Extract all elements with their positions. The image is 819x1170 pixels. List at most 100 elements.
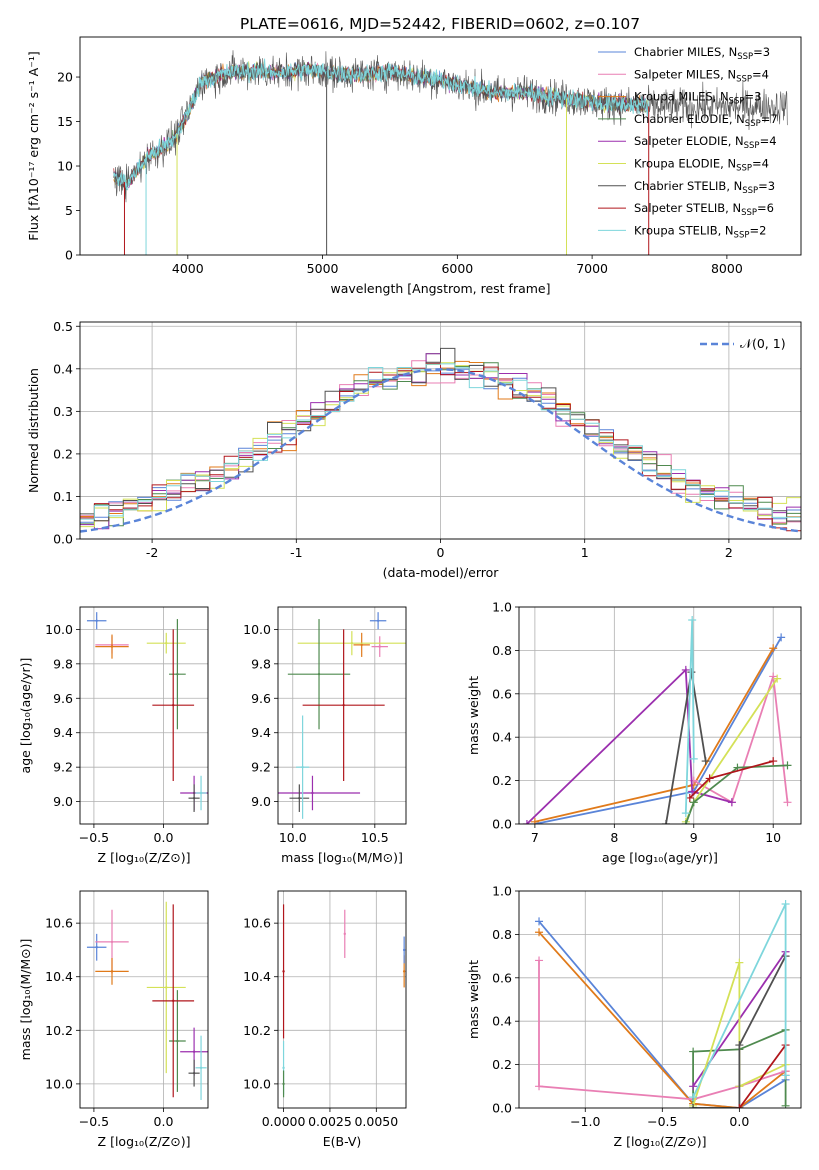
data-point bbox=[199, 1066, 203, 1070]
weight-series-line bbox=[693, 676, 789, 804]
y-tick-label: 0 bbox=[65, 248, 73, 263]
legend-entry: 𝒩(0, 1) bbox=[740, 336, 786, 351]
weight-marker bbox=[735, 1104, 744, 1108]
legend-tail: =4 bbox=[760, 134, 777, 148]
legend-subscript: SSP bbox=[741, 208, 757, 218]
y-tick-label: 0.4 bbox=[53, 361, 73, 376]
legend-label: Salpeter STELIB, N bbox=[634, 201, 741, 215]
y-tick-label: 9.6 bbox=[251, 691, 271, 706]
x-tick-label: -2 bbox=[146, 545, 158, 560]
x-tick-label: 0.0 bbox=[729, 1114, 749, 1129]
x-tick-label: −0.5 bbox=[647, 1114, 677, 1129]
plot-area bbox=[278, 612, 406, 819]
axes-frame bbox=[79, 890, 209, 1109]
y-tick-label: 0.6 bbox=[492, 970, 512, 985]
residuals-chart: -2 -1 0 1 2 0.0 0.1 0.2 0.3 0.4 0.5 (data-model)/er… bbox=[26, 319, 802, 580]
legend-subscript: SSP bbox=[745, 119, 761, 129]
weight-marker bbox=[735, 958, 744, 967]
observed-spectrum-line bbox=[113, 50, 788, 203]
x-tick-label: 6000 bbox=[441, 261, 473, 276]
legend-label: Kroupa STELIB, N bbox=[634, 223, 734, 237]
weight-marker bbox=[735, 1041, 744, 1050]
x-axis-label: wavelength [Angstrom, rest frame] bbox=[330, 281, 550, 296]
residual-histogram bbox=[80, 360, 801, 523]
x-tick-label: −1.0 bbox=[570, 1114, 600, 1129]
y-tick-label: 9.0 bbox=[251, 794, 271, 809]
x-tick-label: −0.5 bbox=[79, 830, 109, 845]
y-axis-label: Flux [fλ10⁻¹⁷ erg cm⁻² s⁻¹ A⁻¹] bbox=[26, 51, 41, 240]
y-tick-label: 10.0 bbox=[45, 1076, 73, 1091]
y-tick-label: 0.8 bbox=[492, 927, 512, 942]
legend-subscript: SSP bbox=[744, 141, 760, 151]
legend-subscript: SSP bbox=[734, 230, 750, 240]
y-axis-label: mass [log₁₀(M/M⊙)] bbox=[18, 939, 33, 1061]
y-tick-label: 10.0 bbox=[45, 622, 73, 637]
y-tick-label: 10.4 bbox=[45, 969, 73, 984]
axes-frame bbox=[79, 36, 802, 256]
x-axis-label: E(B-V) bbox=[323, 1134, 362, 1149]
weight-marker bbox=[535, 1082, 544, 1091]
data-point bbox=[311, 791, 314, 795]
weight-marker bbox=[681, 809, 690, 818]
mass-vs-Z-chart: −0.5 0.0 10.0 10.2 10.4 10.6 Z [log₁₀(Z/Z⊙)] ma… bbox=[18, 890, 209, 1149]
x-tick-label: 0.0 bbox=[154, 1114, 174, 1129]
y-tick-label: 10.0 bbox=[243, 622, 271, 637]
plot-area bbox=[113, 50, 788, 255]
legend-tail: =3 bbox=[758, 179, 775, 193]
legend-label: Salpeter ELODIE, N bbox=[634, 134, 744, 148]
y-tick-label: 0.1 bbox=[53, 489, 73, 504]
legend-tail: =4 bbox=[752, 67, 769, 81]
plot-area bbox=[282, 904, 406, 1098]
age-vs-mass-chart: 10.0 10.5 9.0 9.2 9.4 9.6 9.8 10.0 mass [log₁₀(M… bbox=[243, 606, 407, 865]
legend-entry: Kroupa MILES, NSSP=3 bbox=[634, 90, 761, 107]
x-tick-label: 10.0 bbox=[279, 830, 307, 845]
data-point bbox=[301, 765, 304, 769]
weight-vs-age-chart: 7 8 9 10 0.0 0.2 0.4 0.6 0.8 1.0 age [log₁₀(age/yr… bbox=[466, 600, 802, 865]
x-tick-label: 7 bbox=[531, 830, 539, 845]
y-tick-label: 0.8 bbox=[492, 643, 512, 658]
y-tick-label: 1.0 bbox=[492, 600, 512, 615]
weight-marker bbox=[783, 798, 792, 807]
y-tick-label: 10.4 bbox=[243, 969, 271, 984]
mass-vs-EBV-chart: 0.0000 0.0025 0.0050 10.0 10.2 10.4 10.6 E(B-V) bbox=[243, 890, 407, 1149]
legend-entry: Chabrier STELIB, NSSP=3 bbox=[634, 179, 775, 196]
y-tick-label: 0.3 bbox=[53, 404, 73, 419]
y-tick-label: 0.2 bbox=[492, 773, 512, 788]
data-point bbox=[378, 645, 381, 648]
weight-marker bbox=[705, 774, 714, 783]
weight-marker bbox=[769, 757, 778, 766]
legend-entry: Chabrier ELODIE, NSSP=7 bbox=[634, 112, 778, 129]
data-point bbox=[176, 672, 179, 676]
weight-marker bbox=[701, 757, 710, 766]
x-tick-label: 0 bbox=[437, 545, 445, 560]
legend-tail: =3 bbox=[753, 45, 770, 59]
residual-histogram bbox=[80, 363, 801, 520]
y-tick-label: 10.0 bbox=[243, 1076, 271, 1091]
y-axis-label: mass weight bbox=[466, 960, 481, 1039]
weight-series-line bbox=[538, 931, 787, 1108]
weight-marker bbox=[727, 798, 736, 807]
legend-subscript: SSP bbox=[729, 97, 745, 107]
y-tick-label: 0.0 bbox=[492, 817, 512, 832]
legend-label: Chabrier MILES, N bbox=[634, 45, 737, 59]
x-axis-label: age [log₁₀(age/yr)] bbox=[602, 850, 718, 865]
weight-marker bbox=[777, 633, 786, 642]
y-tick-label: 9.0 bbox=[53, 794, 73, 809]
y-tick-label: 0.0 bbox=[53, 532, 73, 547]
data-point bbox=[110, 970, 114, 973]
x-axis-label: Z [log₁₀(Z/Z⊙)] bbox=[98, 1134, 191, 1149]
x-tick-label: 9 bbox=[690, 830, 698, 845]
weight-marker bbox=[689, 1047, 698, 1056]
data-point bbox=[192, 1071, 196, 1075]
axes-frame bbox=[277, 890, 407, 1109]
weight-marker bbox=[781, 1101, 790, 1108]
legend-tail: =4 bbox=[752, 157, 769, 171]
weight-marker bbox=[781, 900, 790, 909]
legend-entry: Kroupa STELIB, NSSP=2 bbox=[634, 223, 766, 240]
y-tick-label: 10 bbox=[57, 159, 73, 174]
weight-vs-Z-chart: −1.0 −0.5 0.0 0.0 0.2 0.4 0.6 0.8 1.0 Z [log₁₀(Z/… bbox=[466, 884, 802, 1149]
weight-marker bbox=[769, 644, 778, 653]
weight-marker bbox=[689, 1104, 698, 1108]
y-axis-label: Normed distribution bbox=[26, 368, 41, 493]
